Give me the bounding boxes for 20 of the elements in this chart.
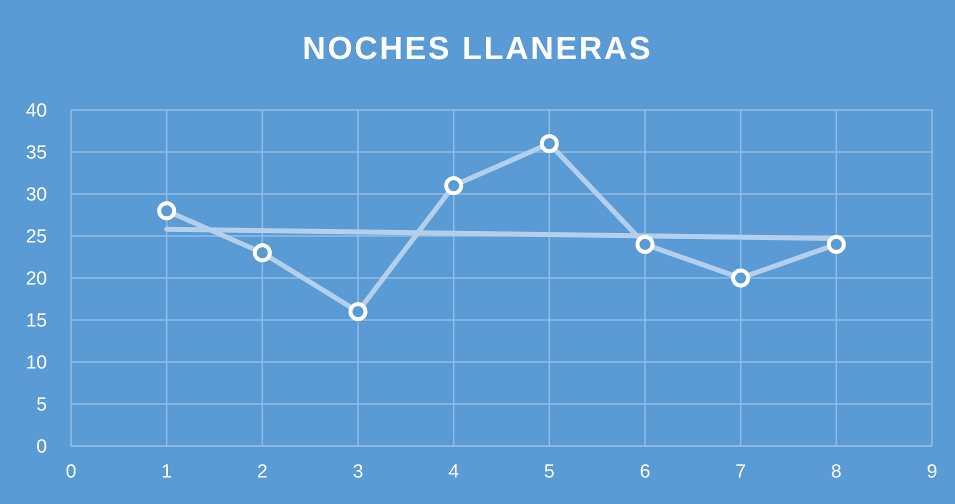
x-tick-label: 6 bbox=[640, 461, 650, 482]
chart-title: NOCHES LLANERAS bbox=[301, 30, 654, 67]
x-tick-label: 8 bbox=[831, 461, 842, 482]
y-tick-label: 20 bbox=[26, 268, 47, 290]
y-tick-label: 10 bbox=[26, 352, 47, 374]
y-tick-label: 15 bbox=[26, 310, 47, 332]
x-tick-label: 1 bbox=[161, 461, 172, 482]
x-tick-label: 0 bbox=[66, 461, 76, 482]
x-tick-label: 2 bbox=[257, 461, 268, 482]
x-tick-label: 5 bbox=[544, 461, 555, 482]
y-tick-label: 30 bbox=[26, 184, 47, 206]
x-tick-label: 4 bbox=[448, 461, 460, 482]
y-tick-label: 35 bbox=[26, 142, 47, 164]
y-tick-label: 5 bbox=[36, 394, 47, 416]
x-tick-label: 3 bbox=[352, 461, 364, 482]
y-tick-label: 25 bbox=[26, 226, 47, 248]
x-tick-label: 9 bbox=[926, 461, 938, 482]
x-tick-label: 7 bbox=[735, 461, 746, 482]
y-tick-label: 0 bbox=[36, 436, 47, 458]
y-tick-label: 40 bbox=[26, 100, 47, 122]
